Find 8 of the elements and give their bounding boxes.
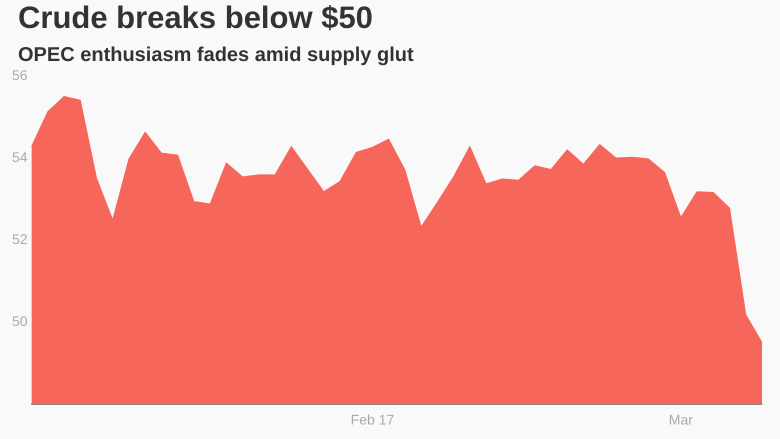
- y-tick-label: 52: [12, 230, 28, 247]
- x-tick-label: Mar: [668, 411, 694, 428]
- chart-title: Crude breaks below $50: [18, 0, 373, 36]
- x-tick-label: Feb 17: [350, 411, 394, 428]
- chart-subtitle: OPEC enthusiasm fades amid supply glut: [18, 44, 414, 67]
- y-tick-label: 56: [12, 66, 28, 83]
- y-tick-label: 50: [12, 313, 28, 330]
- y-tick-label: 54: [12, 148, 28, 165]
